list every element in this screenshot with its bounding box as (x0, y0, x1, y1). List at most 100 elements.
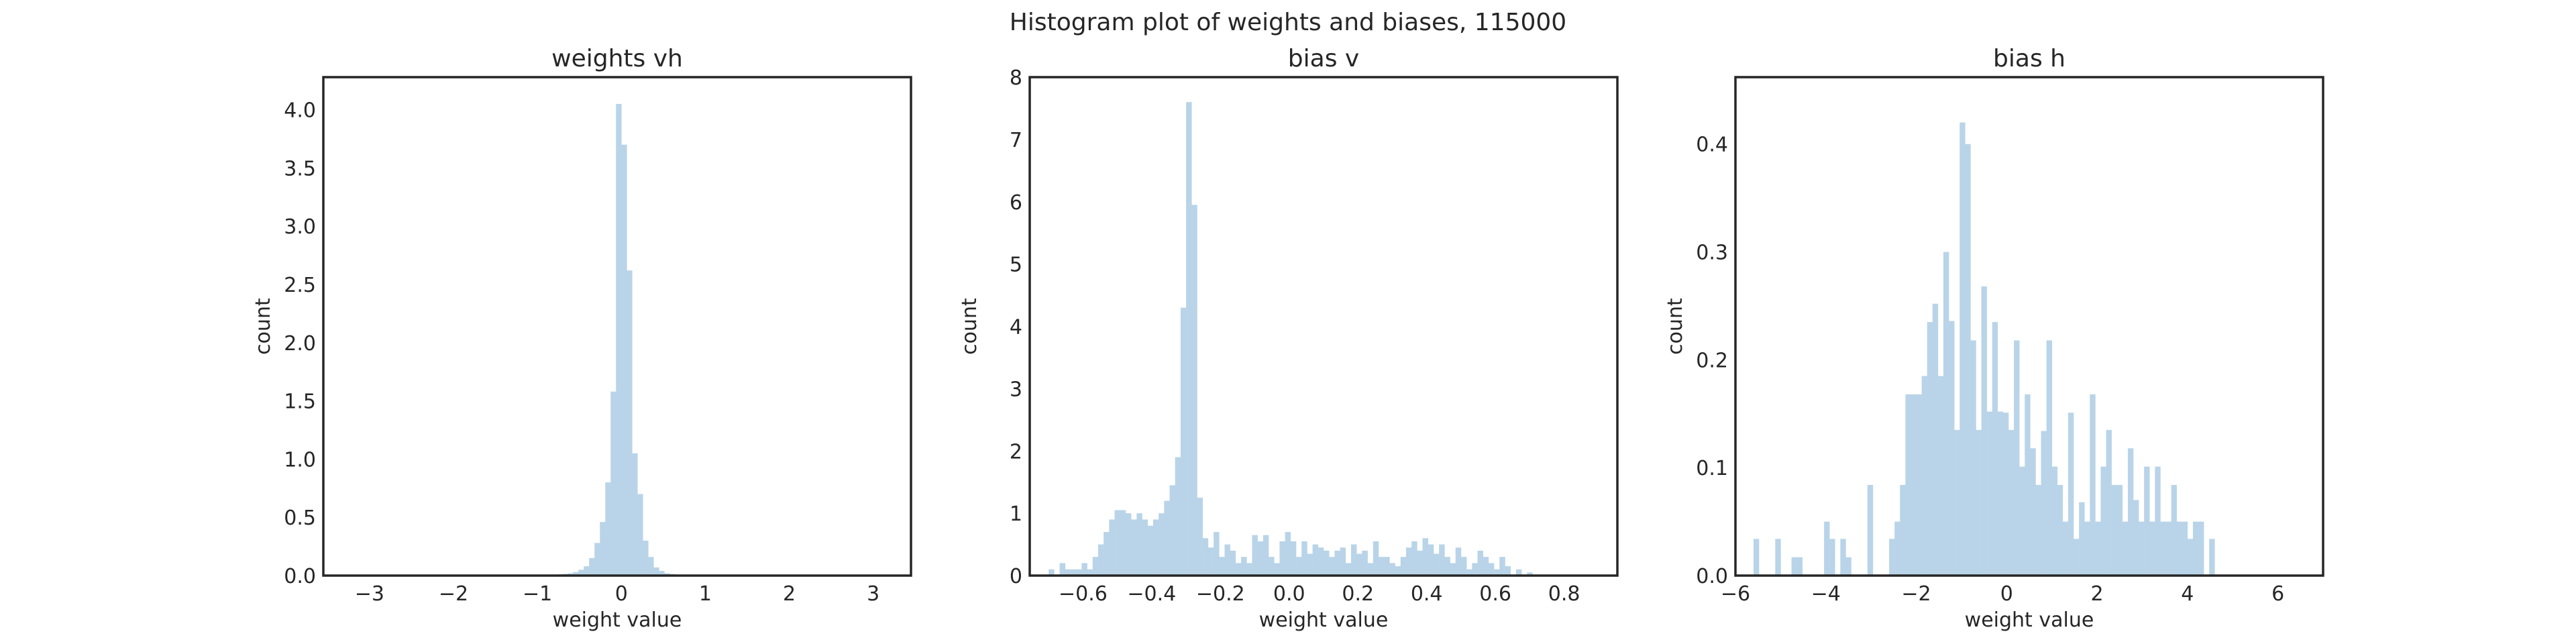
bias-v-bar (1114, 510, 1121, 576)
bias-h-bar (2182, 521, 2188, 576)
bias-h-bar (1970, 340, 1976, 576)
weights-vh-y-tick-label: 3.5 (284, 157, 316, 180)
bias-h-bar (1753, 539, 1760, 576)
bias-v-bar (1350, 544, 1357, 576)
weights-vh-x-tick-label: 1 (699, 582, 712, 606)
bias-v-bar (1433, 553, 1440, 576)
bias-v-bar (1373, 541, 1379, 576)
weights-vh-bar (648, 557, 654, 576)
bias-v-bar (1131, 519, 1137, 576)
weights-vh-y-tick-label: 1.5 (284, 390, 316, 414)
weights-vh-x-axis-label: weight value (553, 608, 682, 632)
weights-vh-bar (659, 571, 665, 576)
weights-vh-bar (573, 572, 579, 576)
weights-vh-bar (605, 482, 611, 576)
bias-h-bar (2176, 521, 2183, 576)
bias-h-bar (2198, 521, 2204, 576)
bias-h-bar (1965, 144, 1971, 576)
bias-h-bar (1949, 321, 1955, 576)
bias-v-bar (1142, 519, 1148, 576)
bias-v-x-tick-label: 0.4 (1411, 582, 1443, 606)
bias-h-bar (2074, 539, 2080, 576)
bias-h-bar (1960, 122, 1966, 576)
bias-h-bar (1900, 484, 1906, 576)
bias-h-bar (2122, 521, 2129, 576)
bias-v-x-tick-label: 0.0 (1273, 582, 1305, 606)
bias-v-bar (1367, 563, 1374, 576)
bias-h-bar (2165, 521, 2171, 576)
bias-h-bar (2041, 431, 2047, 576)
bias-h-bar (2019, 466, 2025, 576)
bias-v-panel: bias v −0.6 −0.4 −0.2 0.0 0.2 0.4 0.6 0.8 0 1 2 3 4 5 6… (958, 45, 1619, 632)
bias-v-x-tick-label: 0.8 (1548, 582, 1580, 606)
weights-vh-bar (621, 144, 627, 576)
weights-vh-y-tick-label: 2.5 (284, 274, 316, 297)
bias-v-bar (1214, 531, 1220, 576)
weights-vh-bar (653, 567, 659, 576)
bias-h-bar (2160, 521, 2166, 576)
bias-h-bar (2046, 340, 2052, 576)
weights-vh-bar (584, 566, 590, 576)
bias-v-bar (1499, 557, 1505, 576)
weights-vh-bars (352, 103, 891, 576)
bias-h-bar (2116, 484, 2123, 576)
bias-h-bar (2100, 466, 2106, 576)
bias-v-bar (1472, 563, 1478, 576)
bias-h-y-tick-label: 0.0 (1696, 565, 1728, 588)
bias-v-bar (1081, 563, 1087, 576)
bias-v-bar (1202, 538, 1209, 576)
bias-h-y-tick-label: 0.4 (1696, 133, 1728, 157)
bias-h-bar (2095, 521, 2101, 576)
bias-v-bar (1439, 544, 1445, 576)
bias-v-y-tick-label: 5 (1010, 254, 1022, 277)
bias-v-bar (1455, 547, 1462, 576)
bias-v-bar (1241, 557, 1247, 576)
bias-v-bar (1422, 538, 1429, 576)
bias-h-bar (2171, 484, 2177, 576)
bias-h-bar (2057, 484, 2063, 576)
bias-h-bar (1921, 376, 1928, 576)
bias-v-bar (1285, 531, 1291, 576)
bias-v-bar (1274, 563, 1280, 576)
weights-vh-bar (616, 103, 622, 576)
bias-h-bar (2079, 502, 2085, 576)
bias-v-bar (1483, 557, 1489, 576)
bias-v-bar (1296, 557, 1302, 576)
bias-v-bar (1191, 205, 1197, 576)
bias-h-bar (1905, 394, 1911, 576)
weights-vh-bar (610, 391, 616, 576)
bias-h-bar (1916, 394, 1922, 576)
bias-v-bar (1307, 553, 1313, 576)
bias-h-bar (1927, 322, 1933, 576)
bias-v-bar (1301, 541, 1307, 576)
bias-v-bar (1477, 550, 1483, 576)
bias-h-x-tick-label: −2 (1901, 582, 1931, 606)
bias-h-bar (2144, 466, 2150, 576)
bias-h-bar (1867, 484, 1874, 576)
weights-vh-axes-frame (322, 76, 912, 577)
bias-v-bar (1395, 566, 1401, 576)
bias-h-bar (1829, 539, 1835, 576)
bias-v-bar (1257, 541, 1264, 576)
bias-h-bar (1937, 376, 1944, 576)
bias-v-bar (1318, 547, 1324, 576)
bias-v-bar (1230, 550, 1236, 576)
bias-v-x-tick-label: 0.2 (1342, 582, 1374, 606)
bias-h-bar (1911, 394, 1917, 576)
bias-h-bar (1943, 252, 1949, 576)
bias-h-x-tick-label: −6 (1721, 582, 1750, 606)
bias-h-bar (1845, 557, 1851, 576)
bias-v-bar (1152, 519, 1159, 576)
weights-vh-bar (643, 540, 649, 576)
bias-v-bar (1400, 557, 1407, 576)
bias-h-bar (2068, 413, 2074, 576)
bias-v-y-tick-label: 3 (1010, 378, 1022, 401)
bias-h-bar (2035, 484, 2041, 576)
bias-v-bar (1186, 102, 1192, 576)
bias-v-y-tick-label: 4 (1010, 316, 1022, 339)
bias-h-bar (1997, 411, 2004, 576)
weights-vh-x-tick-label: 2 (783, 582, 796, 606)
bias-v-bar (1175, 457, 1181, 576)
bias-h-y-tick-label: 0.2 (1696, 349, 1728, 372)
